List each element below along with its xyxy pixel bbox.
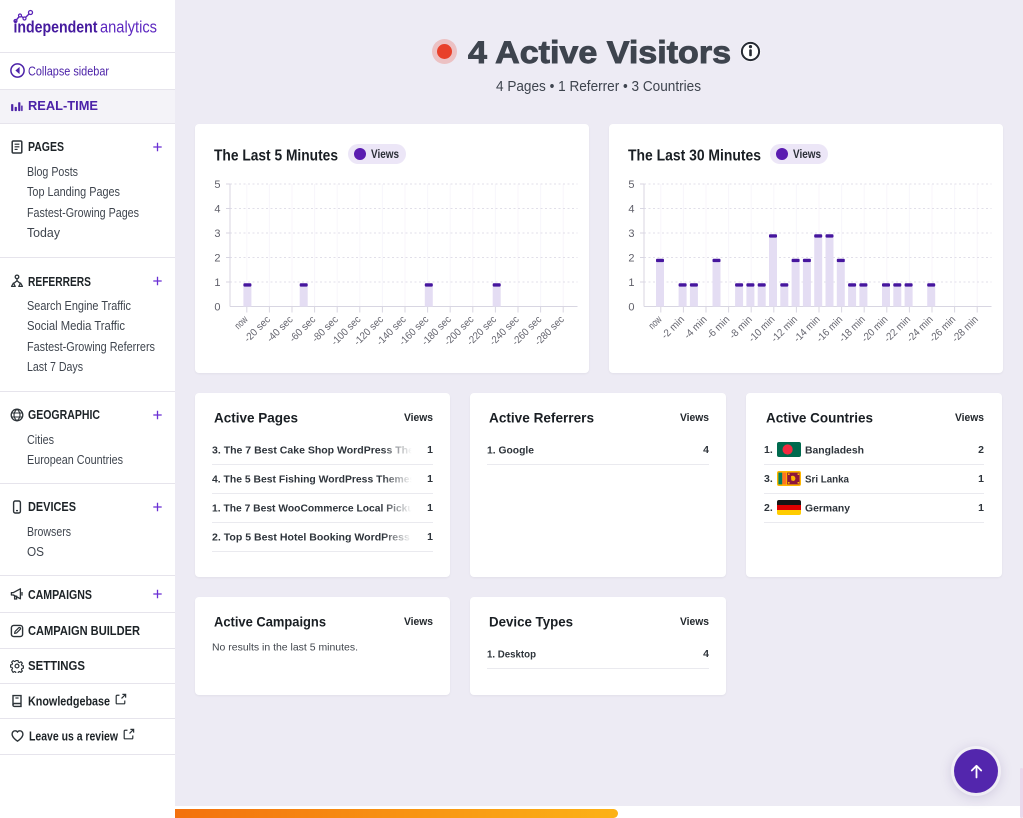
svg-text:Active Countries: Active Countries	[766, 409, 873, 425]
svg-text:3: 3	[214, 228, 220, 240]
svg-text:REFERRERS: REFERRERS	[28, 274, 91, 288]
svg-text:1: 1	[214, 277, 220, 289]
svg-text:1: 1	[628, 277, 634, 289]
svg-text:Active Pages: Active Pages	[214, 409, 298, 425]
svg-text:Bangladesh: Bangladesh	[805, 444, 864, 456]
svg-text:REAL-TIME: REAL-TIME	[28, 99, 98, 113]
svg-text:No results in the last 5 minut: No results in the last 5 minutes.	[212, 641, 358, 653]
svg-text:now: now	[233, 314, 251, 332]
svg-text:Active Campaigns: Active Campaigns	[214, 613, 326, 629]
svg-text:-2 min: -2 min	[660, 314, 687, 341]
svg-text:independent: independent	[14, 19, 98, 37]
svg-text:Device Types: Device Types	[489, 613, 573, 629]
svg-text:GEOGRAPHIC: GEOGRAPHIC	[28, 408, 100, 422]
svg-text:4: 4	[628, 204, 634, 216]
svg-text:3: 3	[628, 228, 634, 240]
svg-text:Views: Views	[404, 616, 433, 628]
svg-text:OS: OS	[27, 545, 44, 559]
svg-text:PAGES: PAGES	[28, 140, 64, 154]
svg-text:The Last 5 Minutes: The Last 5 Minutes	[214, 147, 338, 164]
svg-text:Views: Views	[793, 147, 821, 161]
svg-text:Browsers: Browsers	[27, 525, 71, 539]
svg-text:CAMPAIGN BUILDER: CAMPAIGN BUILDER	[28, 624, 140, 638]
svg-text:5: 5	[214, 179, 220, 191]
svg-text:Sri Lanka: Sri Lanka	[805, 473, 849, 485]
svg-text:3. The 7 Best Cake Shop WordPr: 3. The 7 Best Cake Shop WordPress Themes	[212, 444, 417, 456]
svg-text:now: now	[647, 314, 665, 332]
svg-text:Social Media Traffic: Social Media Traffic	[27, 319, 125, 333]
svg-text:2: 2	[628, 253, 634, 265]
svg-text:-4 min: -4 min	[682, 314, 709, 341]
svg-text:Views: Views	[404, 412, 433, 424]
svg-text:CAMPAIGNS: CAMPAIGNS	[28, 587, 92, 601]
svg-text:Views: Views	[680, 616, 709, 628]
svg-text:4 Active Visitors: 4 Active Visitors	[468, 34, 731, 70]
svg-text:Cities: Cities	[27, 433, 54, 447]
svg-text:4: 4	[214, 204, 220, 216]
svg-text:Blog Posts: Blog Posts	[27, 165, 78, 179]
svg-text:1. The 7 Best WooCommerce Loca: 1. The 7 Best WooCommerce Local Pickup P…	[212, 502, 417, 514]
svg-text:European Countries: European Countries	[27, 453, 123, 467]
svg-text:Germany: Germany	[805, 502, 850, 514]
svg-text:5: 5	[628, 179, 634, 191]
svg-text:Today: Today	[27, 226, 61, 240]
svg-text:1. Desktop: 1. Desktop	[487, 648, 536, 660]
svg-text:2. Top 5 Best Hotel Booking Wo: 2. Top 5 Best Hotel Booking WordPress Pl…	[212, 531, 417, 543]
svg-text:Views: Views	[955, 412, 984, 424]
svg-text:Search Engine Traffic: Search Engine Traffic	[27, 299, 131, 313]
svg-text:Views: Views	[680, 412, 709, 424]
svg-text:Top Landing Pages: Top Landing Pages	[27, 185, 120, 199]
svg-text:SETTINGS: SETTINGS	[28, 659, 85, 673]
svg-text:Leave us a review: Leave us a review	[29, 728, 119, 743]
svg-text:0: 0	[214, 302, 220, 314]
svg-text:Fastest-Growing Referrers: Fastest-Growing Referrers	[27, 340, 155, 354]
svg-text:4. The 5 Best Fishing WordPres: 4. The 5 Best Fishing WordPress Themes f…	[212, 473, 417, 485]
svg-text:The Last 30 Minutes: The Last 30 Minutes	[628, 147, 761, 164]
svg-text:-6 min: -6 min	[705, 314, 732, 341]
svg-text:DEVICES: DEVICES	[28, 500, 76, 514]
svg-text:Last 7 Days: Last 7 Days	[27, 360, 83, 374]
svg-text:analytics: analytics	[100, 19, 157, 37]
svg-text:Active Referrers: Active Referrers	[489, 409, 594, 425]
svg-text:0: 0	[628, 302, 634, 314]
svg-text:1. Google: 1. Google	[487, 444, 534, 456]
svg-text:Views: Views	[371, 147, 399, 161]
svg-text:Knowledgebase: Knowledgebase	[28, 693, 110, 708]
svg-text:2: 2	[214, 253, 220, 265]
svg-text:-28 min: -28 min	[950, 314, 981, 345]
svg-text:Fastest-Growing Pages: Fastest-Growing Pages	[27, 206, 139, 220]
svg-text:Collapse sidebar: Collapse sidebar	[28, 63, 110, 78]
svg-text:4 Pages • 1 Referrer • 3 Count: 4 Pages • 1 Referrer • 3 Countries	[496, 78, 701, 94]
